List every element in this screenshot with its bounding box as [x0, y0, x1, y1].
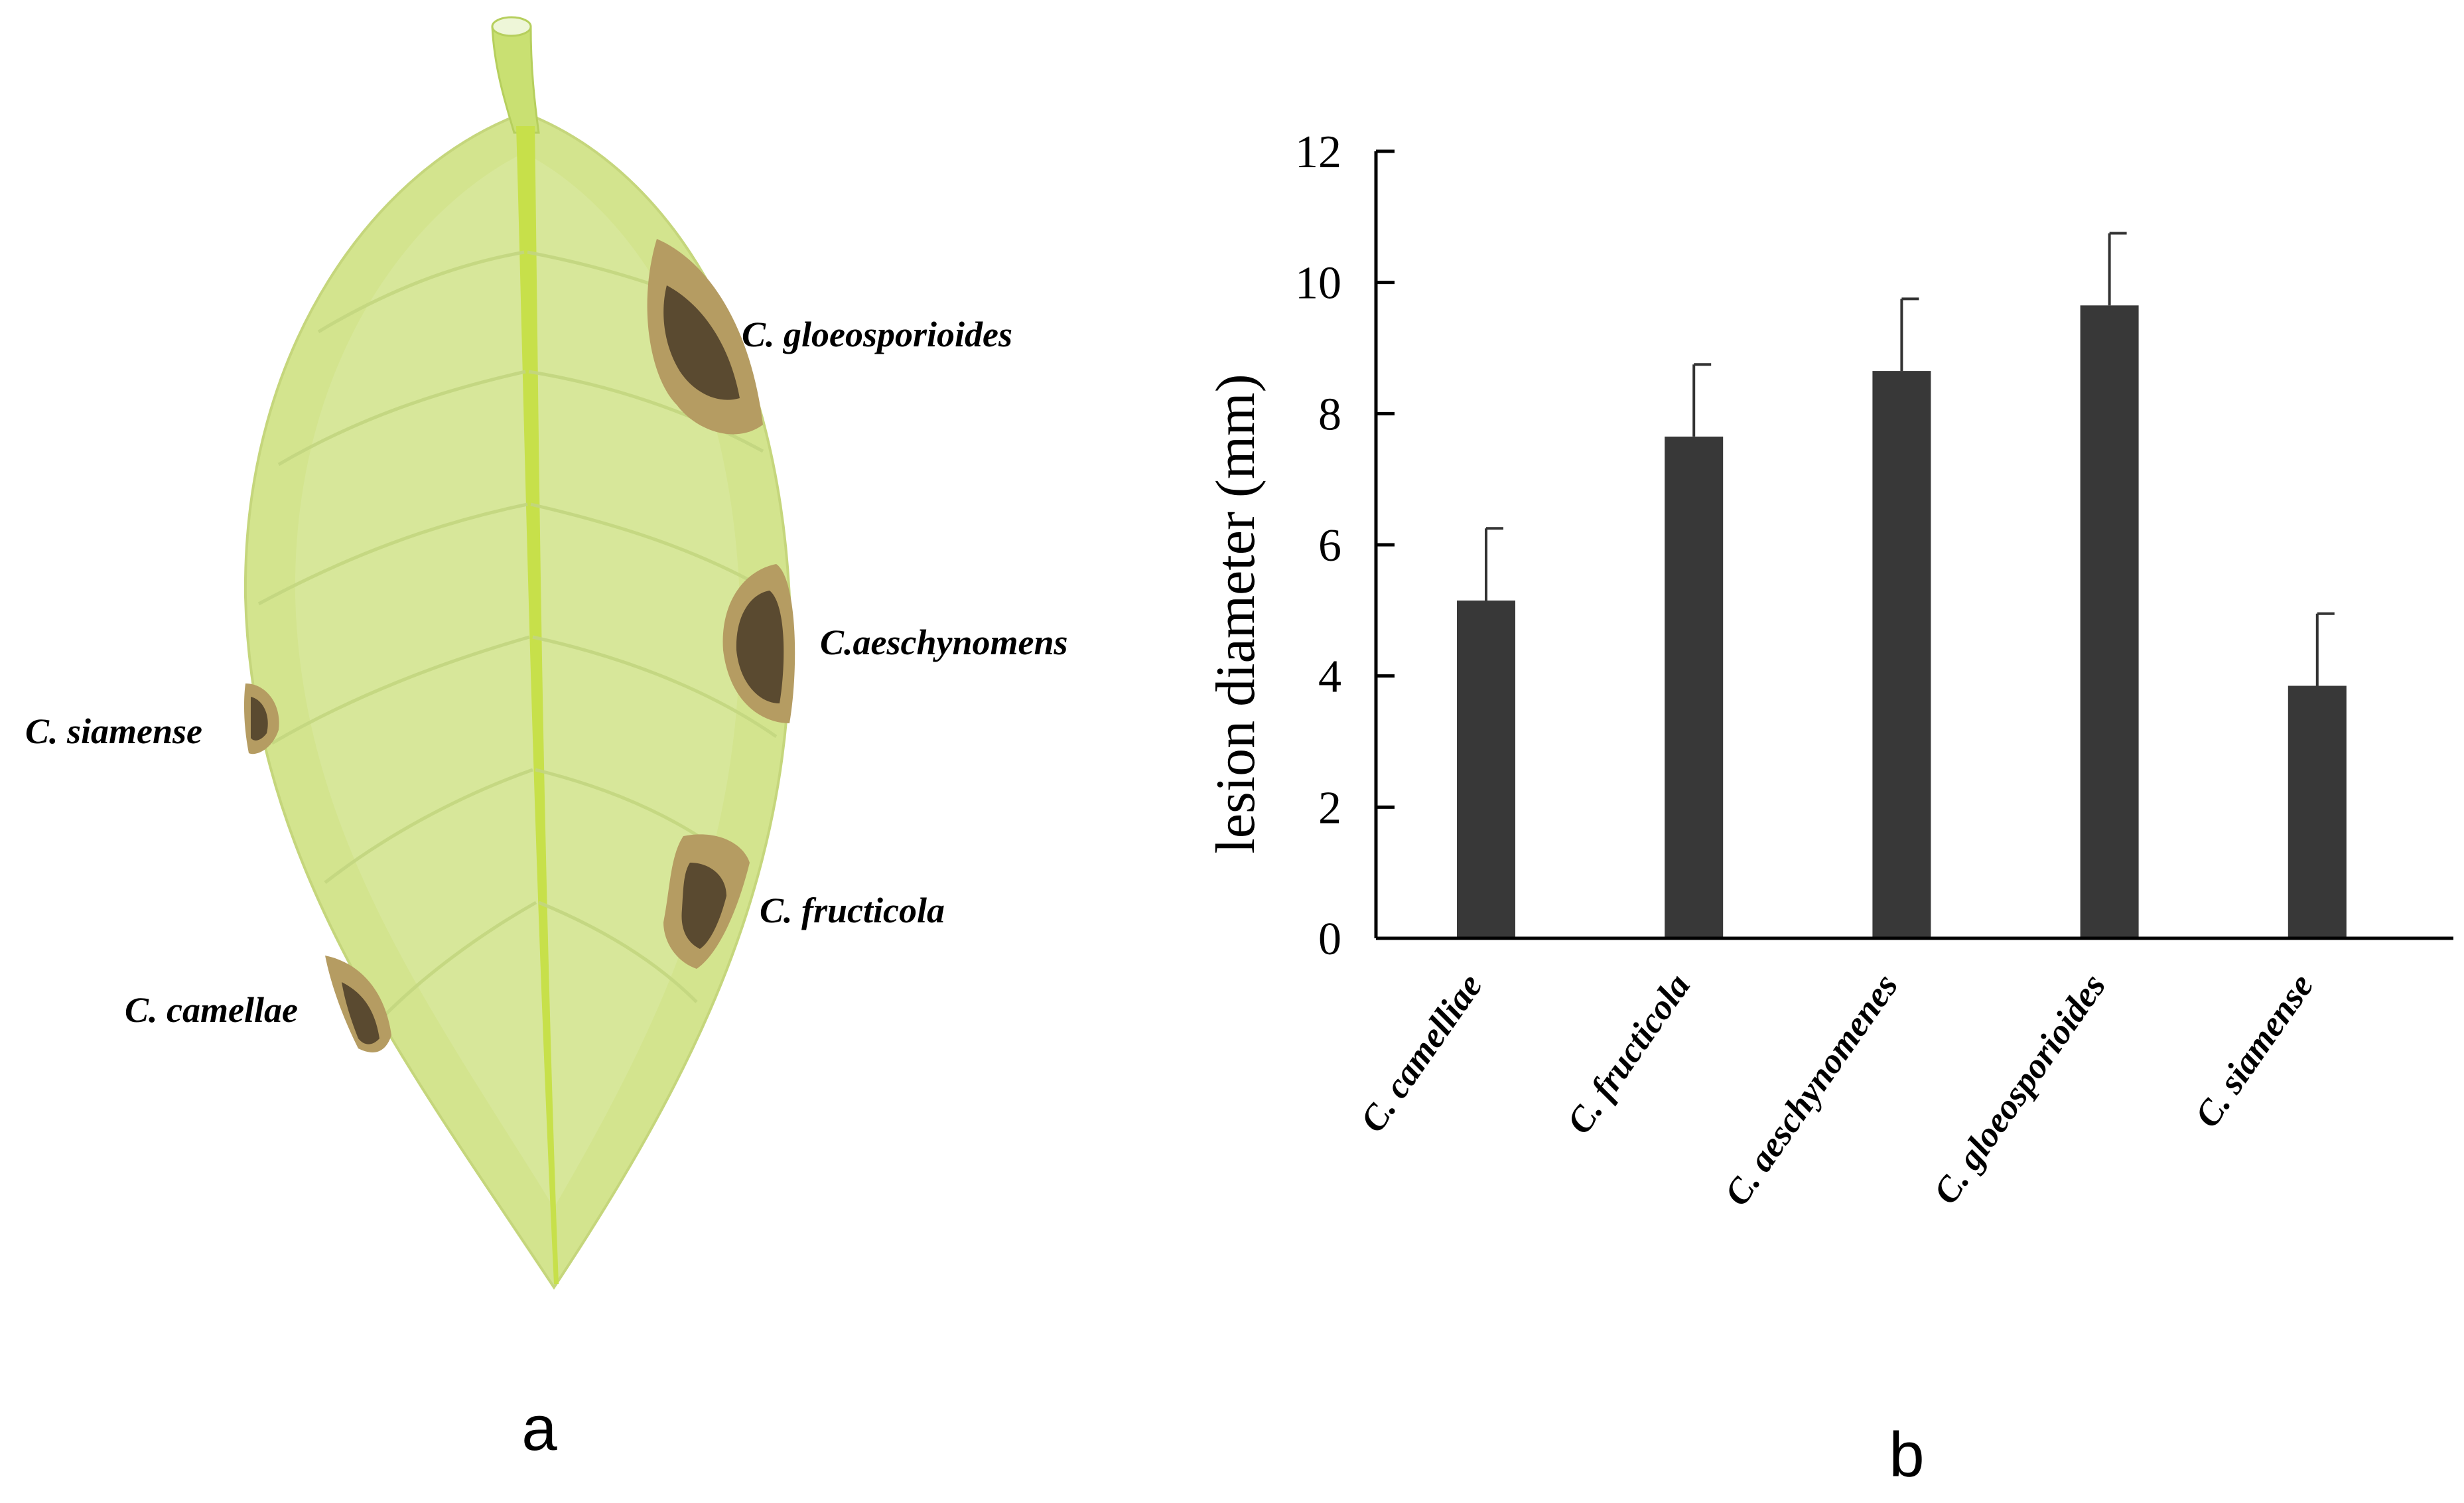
annotation-aeschynomens: C.aeschynomens: [820, 622, 1068, 662]
annotation-fructicola: C. fructicola: [760, 891, 945, 930]
x-tick-label: C. siamense: [2187, 966, 2321, 1134]
panel-b-bar-chart: 0 2 4 6 8 10 12 C. camelliae C. fructicola C. ae…: [1205, 127, 2453, 1490]
bar: [2080, 305, 2139, 939]
lesion-gloeosporioides: [647, 239, 763, 435]
annotation-gloeosporioides: C. gloeosporioides: [742, 315, 1012, 354]
annotation-siamense: C. siamense: [25, 711, 202, 751]
x-axis: C. camelliae C. fructicola C. aeschynomene…: [1352, 936, 2453, 1213]
panel-a-leaf-photo: C. gloeosporioides C.aeschynomens C. sia…: [25, 16, 1068, 1464]
y-tick-label: 4: [1318, 652, 1341, 703]
bars: [1457, 305, 2347, 939]
panel-b-label: b: [1889, 1419, 1924, 1490]
y-axis: 0 2 4 6 8 10 12: [1295, 127, 1395, 965]
error-bars: [1485, 232, 2335, 686]
lesion-siamense: [243, 683, 279, 754]
x-tick-label: C. fructicola: [1559, 966, 1698, 1141]
petiole-cut-end: [491, 16, 532, 37]
y-tick-label: 6: [1318, 520, 1341, 571]
y-tick-label: 8: [1318, 389, 1341, 440]
leaf-highlight: [295, 153, 740, 1208]
y-axis-title: lesion diameter (mm): [1205, 374, 1266, 853]
annotation-camellae: C. camellae: [125, 990, 298, 1030]
lesion-aeschynomens: [722, 564, 795, 723]
leaf-midrib: [516, 126, 559, 1284]
x-tick-label: C. camelliae: [1352, 966, 1489, 1139]
bar: [1665, 436, 1724, 938]
y-tick-label: 10: [1295, 258, 1341, 309]
bar: [1457, 601, 1515, 938]
y-tick-label: 12: [1295, 127, 1341, 178]
x-tick-label: C. aeschynomenes: [1716, 966, 1905, 1212]
y-tick-label: 0: [1318, 914, 1341, 965]
lesion-camellae: [325, 956, 391, 1052]
bar: [2288, 685, 2347, 938]
panel-a-label: a: [521, 1393, 557, 1464]
x-tick-label: C. gloeosporioides: [1925, 966, 2113, 1211]
lesion-fructicola: [663, 834, 750, 969]
y-tick-label: 2: [1318, 782, 1341, 833]
bar: [1872, 371, 1931, 938]
